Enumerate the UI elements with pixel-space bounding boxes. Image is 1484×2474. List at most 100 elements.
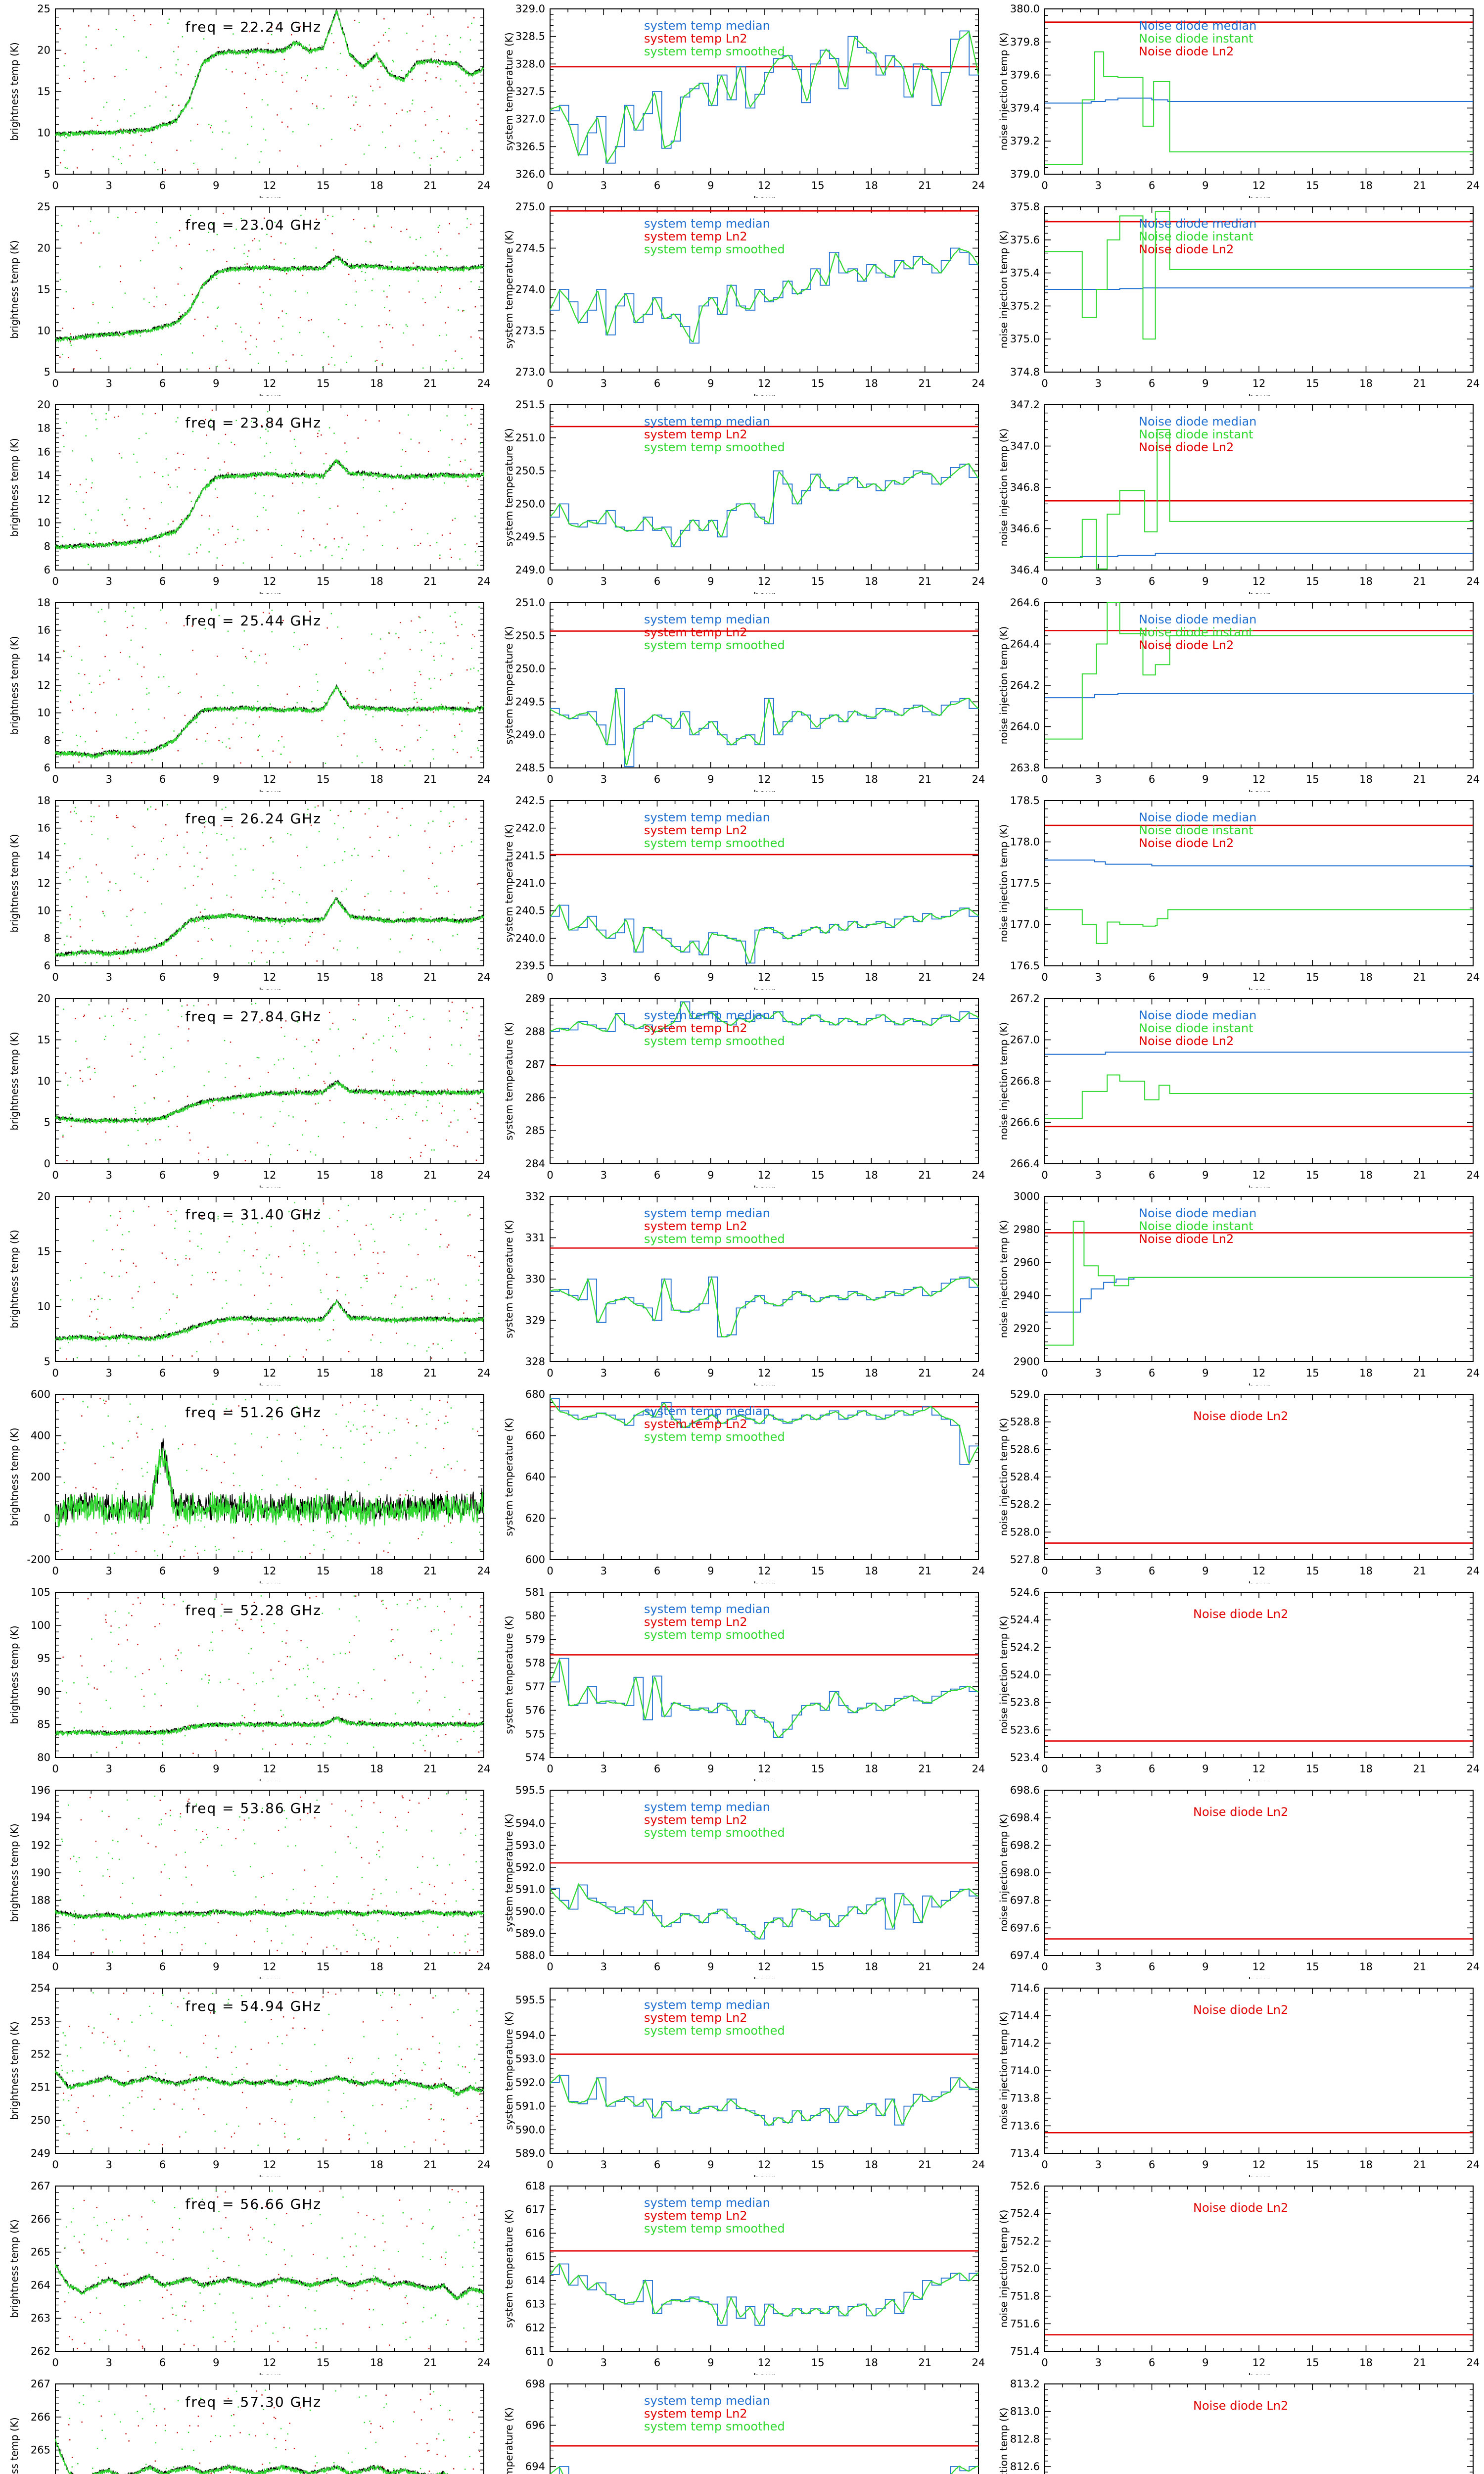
legend-item: Noise diode instant (1139, 823, 1253, 837)
x-tick-label: 0 (52, 1169, 58, 1181)
legend-item: system temp smoothed (644, 1232, 785, 1246)
x-axis-label: hour (1248, 1382, 1270, 1385)
brightness-trace-green (55, 2264, 484, 2300)
system-temp-panel-svg: 0 3 6 9 12 15 18 21 24 hour 574 575 576 577 578 579 580 5… (503, 1586, 985, 1781)
x-tick-label: 0 (1041, 180, 1048, 191)
x-tick-label: 15 (811, 1367, 825, 1379)
y-tick-label: 595.5 (515, 1784, 545, 1796)
x-tick-label: 18 (865, 1367, 878, 1379)
noise-diode-panel-svg: 0 3 6 9 12 15 18 21 24 hour 2900 2920 2940 2960 2980 30… (998, 1190, 1480, 1385)
x-tick-label: 0 (547, 378, 553, 389)
x-tick-label: 6 (1149, 971, 1155, 983)
x-tick-label: 12 (758, 1565, 771, 1577)
x-tick-label: 0 (52, 971, 58, 983)
x-tick-label: 9 (1202, 2357, 1208, 2369)
y-tick-label: 327.5 (515, 86, 545, 97)
brightness-trace-black (55, 2439, 447, 2474)
x-tick-label: 0 (547, 2159, 553, 2171)
noise-diode-panel: 0 3 6 9 12 15 18 21 24 hour 263.8 264.0 264.2 264.4 26… (989, 594, 1484, 792)
x-tick-label: 9 (707, 1565, 714, 1577)
x-tick-label: 15 (811, 773, 825, 785)
y-tick-label: 617 (525, 2204, 545, 2216)
y-tick-label: 249.5 (515, 696, 545, 708)
y-tick-label: 196 (31, 1784, 50, 1796)
legend-item: system temp Ln2 (644, 32, 747, 46)
brightness-temp-panel-svg: 0 3 6 9 12 15 18 21 24 hour 6 8 10 12 14 16 18 brightness… (8, 795, 490, 990)
x-tick-label: 3 (106, 180, 112, 191)
x-tick-label: 0 (547, 1961, 553, 1973)
y-tick-label: 698 (525, 2378, 545, 2390)
y-tick-label: 6 (44, 960, 50, 972)
y-tick-label: 379.8 (1010, 36, 1040, 48)
x-tick-label: 21 (918, 2159, 931, 2171)
x-tick-label: 21 (423, 180, 437, 191)
y-tick-label: 287 (525, 1059, 545, 1071)
y-tick-label: 374.8 (1010, 366, 1040, 378)
y-tick-label: 5 (44, 168, 50, 180)
x-tick-label: 24 (477, 180, 491, 191)
x-tick-label: 9 (1202, 575, 1208, 587)
noise-diode-median (1045, 693, 1474, 699)
x-tick-label: 24 (972, 773, 985, 785)
y-tick-label: 18 (37, 597, 50, 609)
x-tick-label: 18 (865, 1763, 878, 1775)
brightness-temp-panel: 0 3 6 9 12 15 18 21 24 hour 5 10 15 20 25 brightness te… (0, 198, 495, 396)
y-tick-label: 347.0 (1010, 440, 1040, 452)
x-tick-label: 18 (1359, 773, 1373, 785)
x-tick-label: 12 (263, 1565, 277, 1577)
x-tick-label: 12 (758, 2357, 771, 2369)
y-tick-label: 680 (525, 1388, 545, 1400)
x-axis-label: hour (1248, 788, 1270, 792)
y-tick-label: 252 (31, 2048, 50, 2060)
system-temp-panel: 0 3 6 9 12 15 18 21 24 hour 249.0 249.5 250.0 250.5 25… (495, 396, 989, 594)
y-tick-label: 713.6 (1010, 2120, 1040, 2132)
noise-diode-panel: 03691215182124hour812.0812.2812.4812.681… (989, 2375, 1484, 2474)
x-tick-label: 0 (1041, 971, 1048, 983)
legend-item: Noise diode instant (1139, 1021, 1253, 1035)
x-tick-label: 15 (317, 1169, 330, 1181)
x-tick-label: 18 (1359, 971, 1373, 983)
y-tick-label: 523.6 (1010, 1724, 1040, 1736)
x-tick-label: 0 (547, 180, 553, 191)
panel-row: 0 3 6 9 12 15 18 21 24 hour 5 10 15 20 25 brightness te… (0, 198, 1484, 396)
legend-item: system temp median (644, 2394, 770, 2408)
legend-item: system temp Ln2 (644, 1615, 747, 1629)
y-tick-label: 12 (37, 877, 50, 889)
x-tick-label: 12 (1252, 1763, 1266, 1775)
y-tick-label: 660 (525, 1430, 545, 1442)
x-tick-label: 12 (1252, 773, 1266, 785)
rfi-speckle (62, 1001, 480, 1162)
brightness-temp-panel: 0 3 6 9 12 15 18 21 24 hour 184 186 188 190 192 194 196 b… (0, 1781, 495, 1979)
x-tick-label: 24 (1467, 1367, 1480, 1379)
x-axis-label: hour (259, 1184, 280, 1188)
system-temp-panel: 0 3 6 9 12 15 18 21 24 hour 589.0 590.0 591.0 592.0 59… (495, 1979, 989, 2177)
x-tick-label: 15 (317, 1961, 330, 1973)
x-tick-label: 9 (1202, 1763, 1208, 1775)
x-tick-label: 0 (52, 1367, 58, 1379)
x-tick-label: 15 (1306, 2357, 1319, 2369)
x-tick-label: 24 (1467, 1961, 1480, 1973)
x-tick-label: 12 (263, 2357, 277, 2369)
y-tick-label: 580 (525, 1610, 545, 1622)
system-temp-smoothed (550, 463, 979, 548)
x-tick-label: 3 (1095, 971, 1102, 983)
x-tick-label: 21 (1413, 2159, 1426, 2171)
y-axis-label: system temperature (K) (503, 1418, 515, 1536)
x-tick-label: 6 (654, 180, 660, 191)
system-temp-smoothed (550, 1658, 979, 1738)
x-tick-label: 0 (52, 773, 58, 785)
system-temp-smoothed (550, 904, 979, 963)
y-tick-label: 240.5 (515, 905, 545, 917)
x-tick-label: 21 (1413, 971, 1426, 983)
y-tick-label: 251.0 (515, 597, 545, 609)
x-tick-label: 9 (1202, 1367, 1208, 1379)
x-tick-label: 0 (547, 2357, 553, 2369)
noise-diode-median (1045, 1277, 1473, 1313)
y-tick-label: 528.6 (1010, 1443, 1040, 1455)
system-temp-panel-svg: 0 3 6 9 12 15 18 21 24 hour 326.0 326.5 327.0 327.5 32… (503, 3, 985, 198)
y-tick-label: 8 (44, 540, 50, 552)
y-tick-label: 331 (525, 1232, 545, 1244)
